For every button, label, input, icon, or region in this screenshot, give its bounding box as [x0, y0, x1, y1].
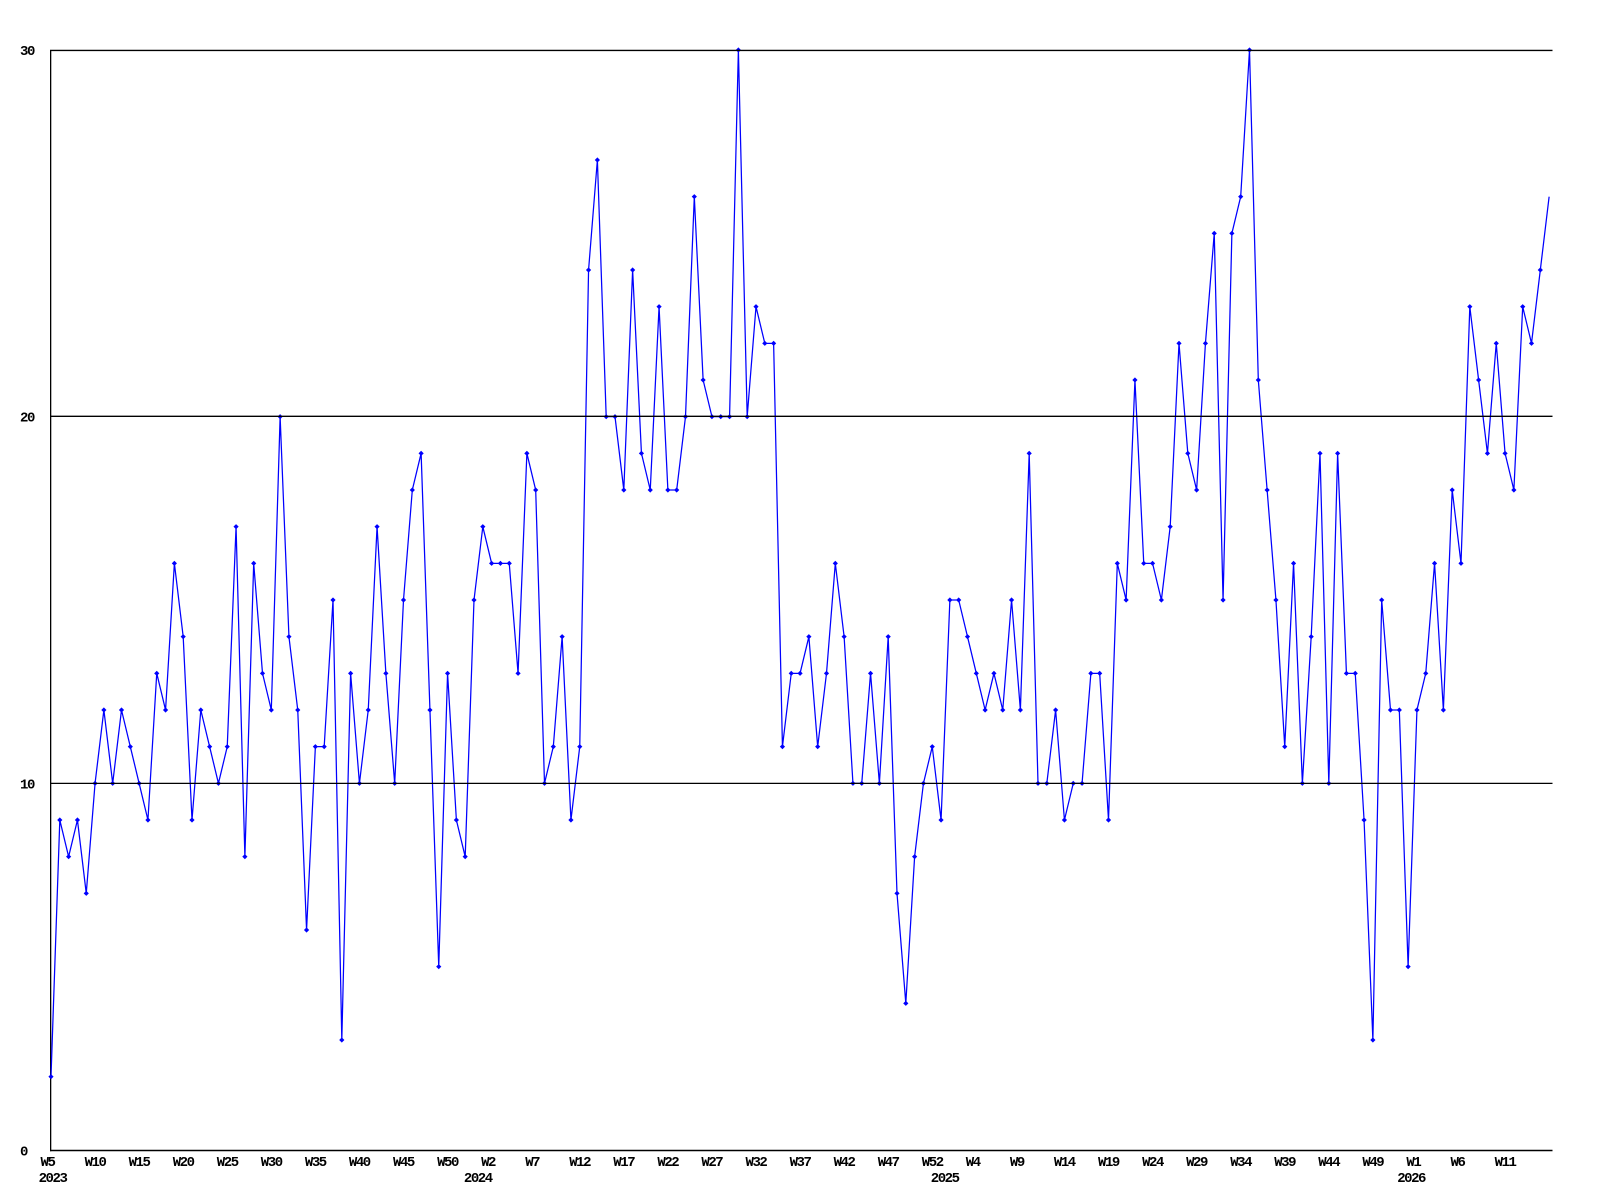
svg-text:W20: W20 [173, 1155, 195, 1171]
svg-text:2026: 2026 [1397, 1171, 1426, 1187]
svg-text:W17: W17 [613, 1155, 635, 1171]
svg-text:W4: W4 [966, 1155, 981, 1171]
svg-text:W40: W40 [349, 1155, 371, 1171]
svg-text:2023: 2023 [39, 1171, 68, 1187]
svg-text:0: 0 [20, 1144, 28, 1160]
svg-text:W39: W39 [1274, 1155, 1296, 1171]
svg-text:W5: W5 [41, 1155, 56, 1171]
svg-text:10: 10 [20, 777, 35, 793]
svg-text:W45: W45 [393, 1155, 415, 1171]
svg-text:W49: W49 [1362, 1155, 1384, 1171]
svg-text:W29: W29 [1186, 1155, 1208, 1171]
svg-text:W2: W2 [481, 1155, 496, 1171]
svg-text:W47: W47 [878, 1155, 900, 1171]
svg-text:2024: 2024 [464, 1171, 493, 1187]
svg-text:W35: W35 [305, 1155, 327, 1171]
svg-text:30: 30 [20, 44, 35, 60]
svg-text:W30: W30 [261, 1155, 283, 1171]
svg-text:W27: W27 [701, 1155, 723, 1171]
svg-text:W34: W34 [1230, 1155, 1252, 1171]
svg-text:W6: W6 [1451, 1155, 1466, 1171]
svg-text:W9: W9 [1010, 1155, 1025, 1171]
svg-text:W7: W7 [525, 1155, 540, 1171]
svg-text:2025: 2025 [931, 1171, 960, 1187]
svg-text:W37: W37 [790, 1155, 812, 1171]
svg-text:W19: W19 [1098, 1155, 1120, 1171]
svg-text:W11: W11 [1495, 1155, 1517, 1171]
svg-text:W24: W24 [1142, 1155, 1164, 1171]
svg-text:W1: W1 [1406, 1155, 1421, 1171]
svg-text:W25: W25 [217, 1155, 239, 1171]
svg-text:W52: W52 [922, 1155, 944, 1171]
svg-text:W44: W44 [1318, 1155, 1340, 1171]
svg-text:W14: W14 [1054, 1155, 1076, 1171]
svg-text:W15: W15 [129, 1155, 151, 1171]
svg-text:W42: W42 [834, 1155, 856, 1171]
svg-text:W50: W50 [437, 1155, 459, 1171]
svg-text:W12: W12 [569, 1155, 591, 1171]
svg-text:20: 20 [20, 410, 35, 426]
svg-text:W22: W22 [657, 1155, 679, 1171]
svg-text:W10: W10 [85, 1155, 107, 1171]
svg-text:W32: W32 [746, 1155, 768, 1171]
